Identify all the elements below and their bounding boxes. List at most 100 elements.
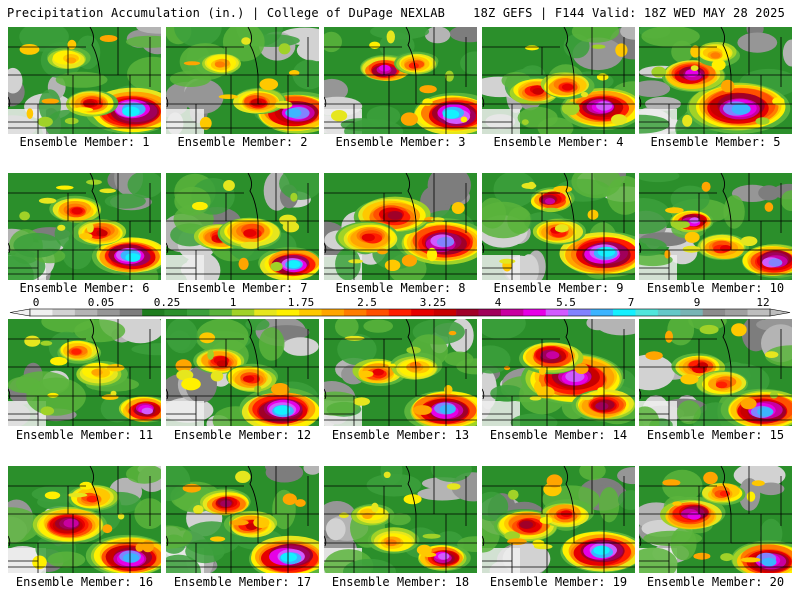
ensemble-map-panel [8, 27, 161, 134]
precip-contour [561, 83, 574, 91]
precip-contour [387, 211, 403, 220]
precip-contour [274, 405, 291, 415]
colorbar-tick-label: 3.25 [420, 296, 447, 309]
colorbar-tick-label: 0 [33, 296, 40, 309]
state-boundaries [324, 319, 477, 426]
colorbar-swatch [657, 309, 681, 316]
precip-contour [719, 490, 730, 497]
precip-contour [71, 207, 83, 215]
colorbar-tick-label: 0.25 [154, 296, 181, 309]
precip-contour [761, 557, 777, 567]
ensemble-map-panel [324, 466, 477, 573]
precip-contour [519, 520, 534, 529]
colorbar-max-arrow [769, 308, 791, 317]
dry-area [639, 354, 675, 391]
precip-contour [372, 368, 384, 376]
precip-contour [546, 351, 560, 359]
precip-contour [689, 217, 700, 224]
dry-area [596, 319, 635, 336]
precip-contour [214, 61, 225, 68]
colorbar-swatch [321, 309, 345, 316]
precip-contour [768, 258, 783, 267]
dry-area [620, 27, 635, 40]
state-boundaries [639, 27, 792, 134]
colorbar-tick-label: 5.5 [556, 296, 576, 309]
dry-area [758, 185, 780, 201]
colorbar-swatch [366, 309, 390, 316]
precip-map [166, 173, 319, 280]
colorbar-swatch [209, 309, 233, 316]
colorbar-swatch [725, 309, 748, 316]
precip-contour [731, 103, 751, 115]
precip-contour [91, 369, 103, 376]
precip-contour [280, 552, 297, 562]
colorbar-swatch [523, 309, 547, 316]
colorbar-swatch [545, 309, 569, 316]
ensemble-map-panel [8, 173, 161, 280]
dry-area [183, 79, 224, 114]
ensemble-map-panel [482, 173, 635, 280]
precip-contour [125, 253, 141, 262]
ensemble-map-panel [8, 319, 161, 426]
ensemble-member-label: Ensemble Member: 15 [646, 428, 785, 442]
dry-area [265, 466, 290, 474]
ensemble-map-panel [639, 466, 792, 573]
precip-map [166, 466, 319, 573]
colorbar-swatch [433, 309, 457, 316]
precip-map [8, 173, 161, 280]
ensemble-member-label: Ensemble Member: 11 [15, 428, 154, 442]
precip-contour [250, 99, 262, 107]
colorbar-tick-label: 4 [495, 296, 502, 309]
colorbar-swatch [590, 309, 614, 316]
ensemble-member-label: Ensemble Member: 8 [335, 281, 466, 295]
precip-map [482, 466, 635, 573]
precip-map [482, 319, 635, 426]
precip-contour [285, 108, 302, 118]
precip-contour [438, 553, 450, 560]
precip-contour [71, 348, 82, 355]
precip-contour [436, 237, 455, 247]
precip-contour [720, 245, 732, 252]
precip-contour [439, 404, 456, 415]
ensemble-map-panel [482, 319, 635, 426]
colorbar-swatch [30, 309, 53, 316]
colorbar-tick-label: 0.05 [88, 296, 115, 309]
ensemble-map-panel [482, 27, 635, 134]
precip-map [324, 466, 477, 573]
state-boundaries [166, 466, 319, 573]
ensemble-member-label: Ensemble Member: 16 [15, 575, 154, 589]
precip-map [482, 27, 635, 134]
precip-map [324, 173, 477, 280]
precip-contour [243, 375, 255, 383]
colorbar-swatch [343, 309, 367, 316]
colorbar-tick-label: 12 [756, 296, 769, 309]
state-boundaries [482, 27, 635, 134]
colorbar-swatch [119, 309, 143, 316]
precip-map [8, 466, 161, 573]
ensemble-member-label: Ensemble Member: 19 [489, 575, 628, 589]
colorbar-swatch [164, 309, 188, 316]
state-boundaries [639, 466, 792, 573]
ensemble-map-panel [166, 466, 319, 573]
precip-contour [532, 88, 544, 95]
colorbar-tick-label: 9 [694, 296, 701, 309]
colorbar-swatch [52, 309, 76, 316]
ensemble-member-label: Ensemble Member: 2 [177, 135, 308, 149]
ensemble-member-label: Ensemble Member: 7 [177, 281, 308, 295]
colorbar-swatch [276, 309, 300, 316]
state-boundaries [8, 173, 161, 280]
state-boundaries [324, 466, 477, 573]
colorbar-swatch [299, 309, 322, 316]
precip-map [639, 27, 792, 134]
state-boundaries [166, 27, 319, 134]
precip-contour [122, 106, 140, 117]
dry-area [282, 337, 319, 356]
ensemble-member-label: Ensemble Member: 3 [335, 135, 466, 149]
colorbar-tick-label: 7 [628, 296, 635, 309]
dry-area [424, 27, 451, 44]
dry-area [617, 467, 635, 485]
precip-map [639, 466, 792, 573]
page-title: Precipitation Accumulation (in.) | Colle… [7, 6, 446, 20]
ensemble-map-panel [639, 27, 792, 134]
ensemble-member-label: Ensemble Member: 20 [646, 575, 785, 589]
